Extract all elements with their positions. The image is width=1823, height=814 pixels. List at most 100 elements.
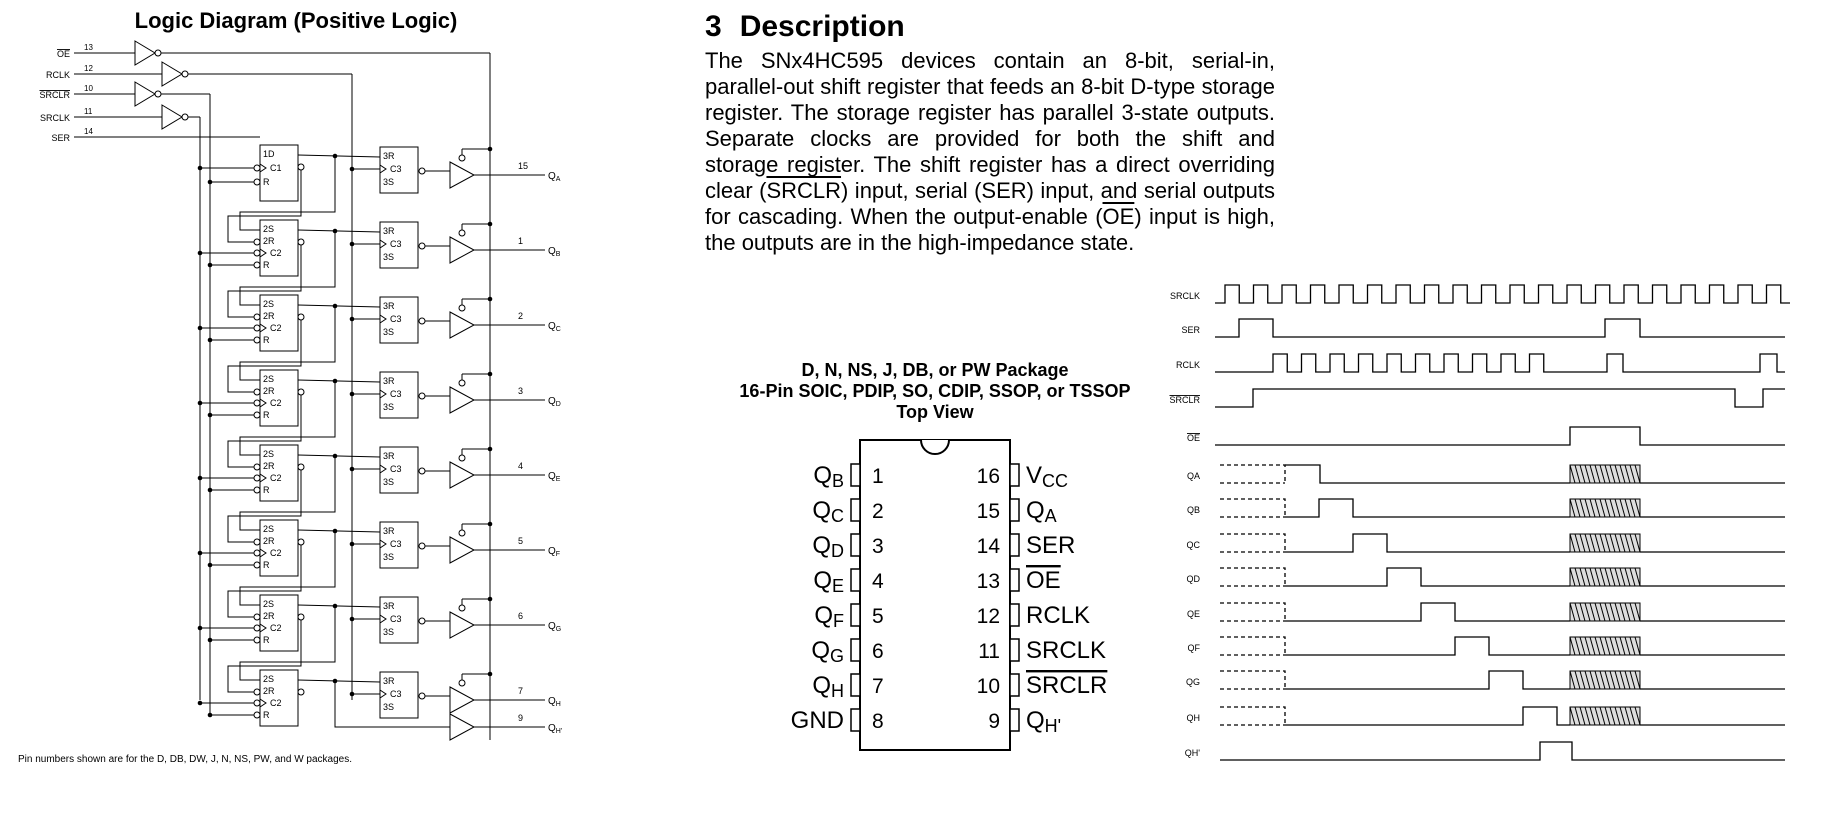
cascade-wire [239, 156, 336, 231]
clock-wedge [379, 164, 387, 174]
signal-label: QB [1187, 505, 1200, 515]
inversion-bubble [458, 154, 466, 162]
waveform-oe [1215, 426, 1785, 446]
hatch-line [1634, 533, 1641, 553]
output-buffer [449, 461, 476, 489]
hatch-line [1599, 602, 1606, 622]
pin-pad [850, 533, 861, 557]
pin-pad [1009, 673, 1020, 697]
section-number: 3 [705, 10, 722, 43]
hatch-line [1624, 533, 1631, 553]
hatch-line [1599, 533, 1606, 553]
hatch-line [1579, 567, 1586, 587]
hatch-line [1599, 636, 1606, 656]
hatch-line [1589, 670, 1596, 690]
timing-diagram: SRCLK SER RCLK SRCLR OE QA QB QC QD QE QF QG QH QH' [1160, 275, 1795, 795]
pin-number: 4 [872, 570, 884, 593]
output-buffer [449, 686, 476, 714]
cell-pin-label: C3 [390, 239, 402, 249]
hatch-line [1594, 602, 1601, 622]
output-pin-number: 2 [518, 311, 523, 321]
package-title-line1: D, N, NS, J, DB, or PW Package [801, 360, 1069, 380]
junction-dot [487, 446, 493, 452]
hatch-line [1609, 636, 1616, 656]
inversion-bubble [154, 49, 162, 57]
cell-pin-label: 2S [263, 299, 274, 309]
cascade-wire [239, 606, 336, 681]
inversion-bubble [297, 163, 305, 171]
pin-pad [1009, 463, 1020, 487]
hatch-line [1594, 670, 1601, 690]
pin-name: SRCLK [1026, 637, 1106, 664]
inversion-bubble [181, 70, 189, 78]
pin-pad [850, 463, 861, 487]
signal-label: SRCLR [1169, 395, 1200, 405]
inversion-bubble [253, 463, 261, 471]
cell-pin-label: C2 [270, 548, 282, 558]
signal-label: OE [1187, 433, 1200, 443]
input-pin-number: 10 [84, 84, 93, 93]
hatch-line [1604, 464, 1611, 484]
clock-wedge [259, 248, 267, 258]
inversion-bubble [297, 313, 305, 321]
pin-name-subscript: B [832, 471, 844, 491]
cell-pin-label: C3 [390, 689, 402, 699]
junction-dot [349, 616, 355, 622]
pin-name: QA [1026, 497, 1057, 526]
cascade-wire-inv [227, 245, 302, 318]
cell-pin-label: 2S [263, 674, 274, 684]
cell-pin-label: 2R [263, 311, 275, 321]
hatch-line [1634, 706, 1641, 726]
hatch-line [1594, 498, 1601, 518]
inversion-bubble [253, 261, 261, 269]
pin-name: QD [812, 532, 844, 561]
rclk-inverter [161, 61, 183, 87]
hatch-line [1614, 533, 1621, 553]
output-buffer [449, 611, 476, 639]
junction-dot [207, 412, 213, 418]
pin-name-main: Q [811, 637, 830, 664]
output-pin-number: 3 [518, 386, 523, 396]
hatch-line [1574, 636, 1581, 656]
output-letter: Q [548, 246, 556, 257]
hatch-line [1604, 602, 1611, 622]
hatch-line [1569, 706, 1576, 726]
srclr-inverter [134, 81, 156, 107]
inversion-bubble [418, 542, 426, 550]
inversion-bubble [297, 613, 305, 621]
cell-pin-label: 3S [383, 327, 394, 337]
input-label: OE [57, 49, 70, 59]
waveform-qhp [1220, 741, 1785, 761]
description-section: 3 Description The SNx4HC595 devices conta… [705, 10, 1275, 256]
pin-name: QB [813, 462, 844, 491]
inversion-bubble [418, 317, 426, 325]
cell-pin-label: C3 [390, 539, 402, 549]
inversion-bubble [253, 474, 261, 482]
cascade-wire-inv [227, 395, 302, 468]
pin-name-subscript: G [830, 646, 844, 666]
signal-label: RCLK [1176, 360, 1200, 370]
logic-diagram-svg: Logic Diagram (Positive Logic) OE13RCLK1… [18, 8, 562, 765]
pin-pad [1009, 533, 1020, 557]
output-letter: Q [548, 621, 556, 632]
hatch-line [1609, 602, 1616, 622]
pin-name-subscript: F [833, 611, 844, 631]
srclk-inverter [161, 104, 183, 130]
hatch-line [1574, 670, 1581, 690]
junction-dot [349, 466, 355, 472]
output-label: QG [548, 621, 561, 633]
junction-dot [207, 562, 213, 568]
inversion-bubble [297, 688, 305, 696]
hatch-line [1634, 464, 1641, 484]
pin-number: 2 [872, 500, 884, 523]
hatch-line [1584, 602, 1591, 622]
hatch-line [1569, 567, 1576, 587]
junction-dot [487, 671, 493, 677]
cell-pin-label: 3S [383, 627, 394, 637]
inversion-bubble [253, 624, 261, 632]
pin-number: 16 [977, 465, 1000, 488]
junction-dot [349, 391, 355, 397]
wire [297, 379, 381, 383]
pin-number: 6 [872, 640, 884, 663]
pin-name-main: Q [812, 497, 831, 524]
